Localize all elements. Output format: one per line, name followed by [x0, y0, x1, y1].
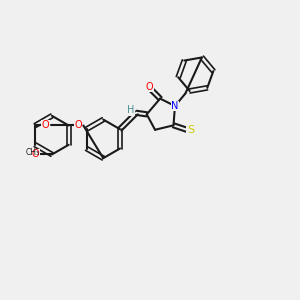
Text: S: S [187, 125, 194, 135]
Text: N: N [171, 101, 179, 111]
Text: O: O [74, 121, 82, 130]
Text: CH₃: CH₃ [26, 148, 40, 158]
Text: O: O [42, 121, 50, 130]
Text: H: H [127, 106, 135, 116]
Text: O: O [32, 149, 39, 160]
Text: O: O [146, 82, 154, 92]
